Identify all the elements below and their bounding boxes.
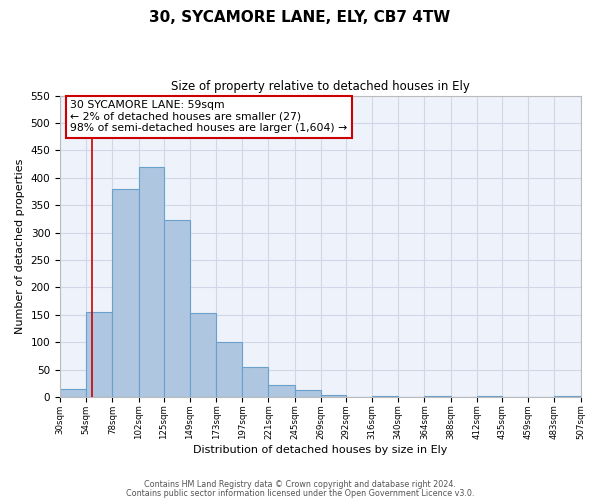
Bar	[372, 396, 398, 397]
Bar	[216, 342, 242, 397]
Bar	[295, 390, 321, 397]
Bar	[268, 385, 295, 397]
Bar	[554, 396, 581, 397]
Title: Size of property relative to detached houses in Ely: Size of property relative to detached ho…	[171, 80, 470, 93]
X-axis label: Distribution of detached houses by size in Ely: Distribution of detached houses by size …	[193, 445, 448, 455]
Text: 30 SYCAMORE LANE: 59sqm
← 2% of detached houses are smaller (27)
98% of semi-det: 30 SYCAMORE LANE: 59sqm ← 2% of detached…	[70, 100, 347, 134]
Text: Contains HM Land Registry data © Crown copyright and database right 2024.: Contains HM Land Registry data © Crown c…	[144, 480, 456, 489]
Bar	[60, 388, 86, 397]
Y-axis label: Number of detached properties: Number of detached properties	[15, 158, 25, 334]
Text: Contains public sector information licensed under the Open Government Licence v3: Contains public sector information licen…	[126, 489, 474, 498]
Bar	[477, 396, 502, 397]
Bar	[164, 220, 190, 397]
Bar	[242, 367, 268, 397]
Bar	[424, 396, 451, 397]
Bar	[112, 188, 139, 397]
Bar	[321, 396, 346, 397]
Bar	[190, 313, 216, 397]
Bar	[139, 167, 164, 397]
Text: 30, SYCAMORE LANE, ELY, CB7 4TW: 30, SYCAMORE LANE, ELY, CB7 4TW	[149, 10, 451, 25]
Bar	[86, 312, 112, 397]
